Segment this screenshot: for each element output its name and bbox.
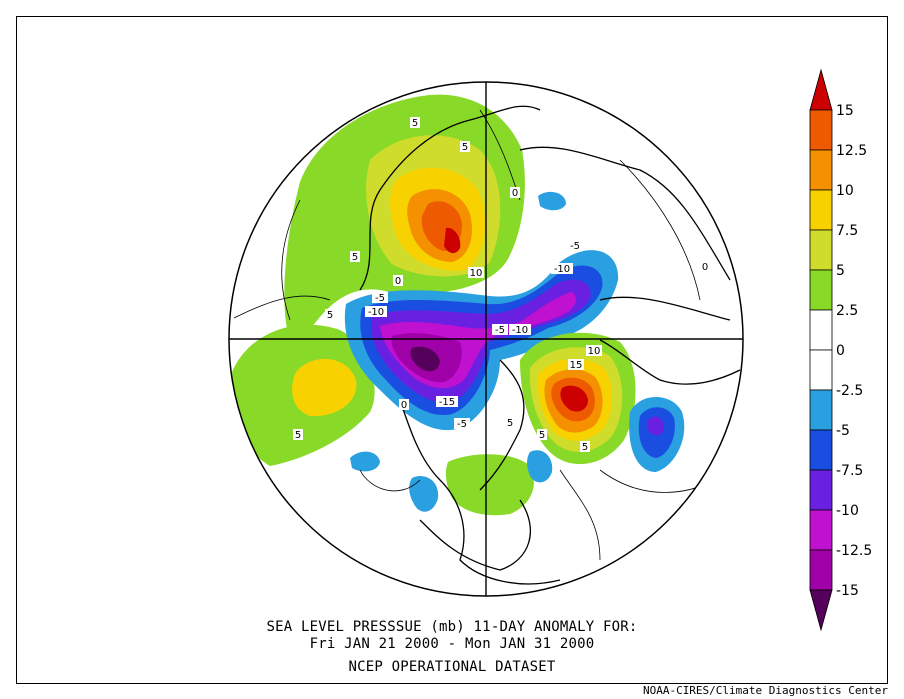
colorbar-bin bbox=[809, 309, 833, 351]
contour-label-box bbox=[393, 275, 403, 286]
contour-label: 5 bbox=[295, 430, 301, 441]
contour-label-box bbox=[350, 251, 360, 262]
colorbar-bin bbox=[809, 549, 833, 591]
plot-frame bbox=[16, 16, 888, 684]
colorbar-bin bbox=[809, 269, 833, 311]
contour-label: 5 bbox=[507, 418, 513, 429]
colorbar-bin bbox=[809, 589, 833, 632]
contour-label-box bbox=[537, 429, 547, 440]
colorbar-tick-label: 2.5 bbox=[836, 303, 858, 319]
colorbar-bin bbox=[809, 189, 833, 231]
contour-label-box bbox=[510, 187, 520, 198]
contour-label-box bbox=[454, 418, 470, 429]
anomaly-field bbox=[229, 82, 743, 596]
contour-label-box bbox=[365, 306, 387, 317]
contour-label: 5 bbox=[327, 310, 333, 321]
contour-label: 0 bbox=[401, 400, 407, 411]
colorbar-tick-label: 10 bbox=[836, 183, 854, 199]
contour-label-box bbox=[580, 441, 590, 452]
colorbar-bin bbox=[809, 229, 833, 271]
colorbar-tick-label: -10 bbox=[836, 503, 859, 519]
contour-label-box bbox=[410, 117, 420, 128]
contour-label: -10 bbox=[368, 307, 384, 318]
contour-label: -5 bbox=[570, 241, 580, 252]
date-range: Fri JAN 21 2000 - Mon JAN 31 2000 bbox=[309, 636, 595, 652]
contour-label: -10 bbox=[512, 325, 528, 336]
colorbar-bin bbox=[809, 68, 833, 111]
contour-label-box bbox=[460, 141, 470, 152]
contour-label-box bbox=[509, 324, 531, 335]
credit-text: NOAA-CIRES/Climate Diagnostics Center bbox=[642, 684, 888, 697]
contour-label: -15 bbox=[439, 397, 455, 408]
colorbar-bin bbox=[809, 469, 833, 511]
colorbar-bin bbox=[809, 349, 833, 391]
contour-label-box bbox=[586, 345, 602, 356]
colorbar-tick-label: 5 bbox=[836, 263, 845, 279]
contour-label-box bbox=[700, 261, 710, 272]
contour-label: 5 bbox=[412, 118, 418, 129]
dataset-label: NCEP OPERATIONAL DATASET bbox=[348, 659, 556, 675]
contour-label-box bbox=[293, 429, 303, 440]
contour-label: 5 bbox=[462, 142, 468, 153]
contour-label: 5 bbox=[352, 252, 358, 263]
colorbar-tick-label: 7.5 bbox=[836, 223, 858, 239]
contour-label: 15 bbox=[570, 360, 583, 371]
contour-label-box bbox=[325, 309, 335, 320]
contour-label-box bbox=[568, 359, 584, 370]
contour-label-box bbox=[399, 399, 409, 410]
contour-label: 0 bbox=[702, 262, 708, 273]
contour-label: 0 bbox=[395, 276, 401, 287]
colorbar-tick-label: 0 bbox=[836, 343, 845, 359]
colorbar-tick-label: -12.5 bbox=[836, 543, 872, 559]
colorbar-tick-label: -15 bbox=[836, 583, 859, 599]
contour-label: 5 bbox=[582, 442, 588, 453]
contour-label-box bbox=[436, 396, 458, 407]
contour-label-box bbox=[468, 267, 484, 278]
contour-label: -5 bbox=[457, 419, 467, 430]
contour-label-box bbox=[567, 240, 583, 251]
colorbar-bin bbox=[809, 429, 833, 471]
contour-label-box bbox=[551, 263, 573, 274]
contour-label: 5 bbox=[539, 430, 545, 441]
colorbar: 15 12.5 10 7.5 5 2.5 0 -2.5 -5 -7.5 -10 -12.5 -15 bbox=[809, 68, 872, 632]
contour-label: 10 bbox=[588, 346, 601, 357]
globe-outline bbox=[228, 81, 744, 597]
colorbar-tick-label: -2.5 bbox=[836, 383, 863, 399]
colorbar-bin bbox=[809, 109, 833, 151]
colorbar-bin bbox=[809, 149, 833, 191]
contour-label-box bbox=[492, 324, 508, 335]
contour-label-box bbox=[372, 292, 388, 303]
contour-label: -10 bbox=[554, 264, 570, 275]
colorbar-bin bbox=[809, 389, 833, 431]
contour-label: -5 bbox=[375, 293, 385, 304]
colorbar-tick-label: -7.5 bbox=[836, 463, 863, 479]
map-title: SEA LEVEL PRESSSUE (mb) 11-DAY ANOMALY F… bbox=[266, 619, 638, 635]
contour-label: -5 bbox=[495, 325, 505, 336]
contour-label: 0 bbox=[512, 188, 518, 199]
colorbar-bin bbox=[809, 509, 833, 551]
contour-label-box bbox=[505, 417, 515, 428]
contour-label: 10 bbox=[470, 268, 483, 279]
colorbar-tick-label: -5 bbox=[836, 423, 850, 439]
colorbar-tick-label: 12.5 bbox=[836, 143, 867, 159]
colorbar-tick-label: 15 bbox=[836, 103, 854, 119]
coastlines bbox=[359, 105, 741, 585]
